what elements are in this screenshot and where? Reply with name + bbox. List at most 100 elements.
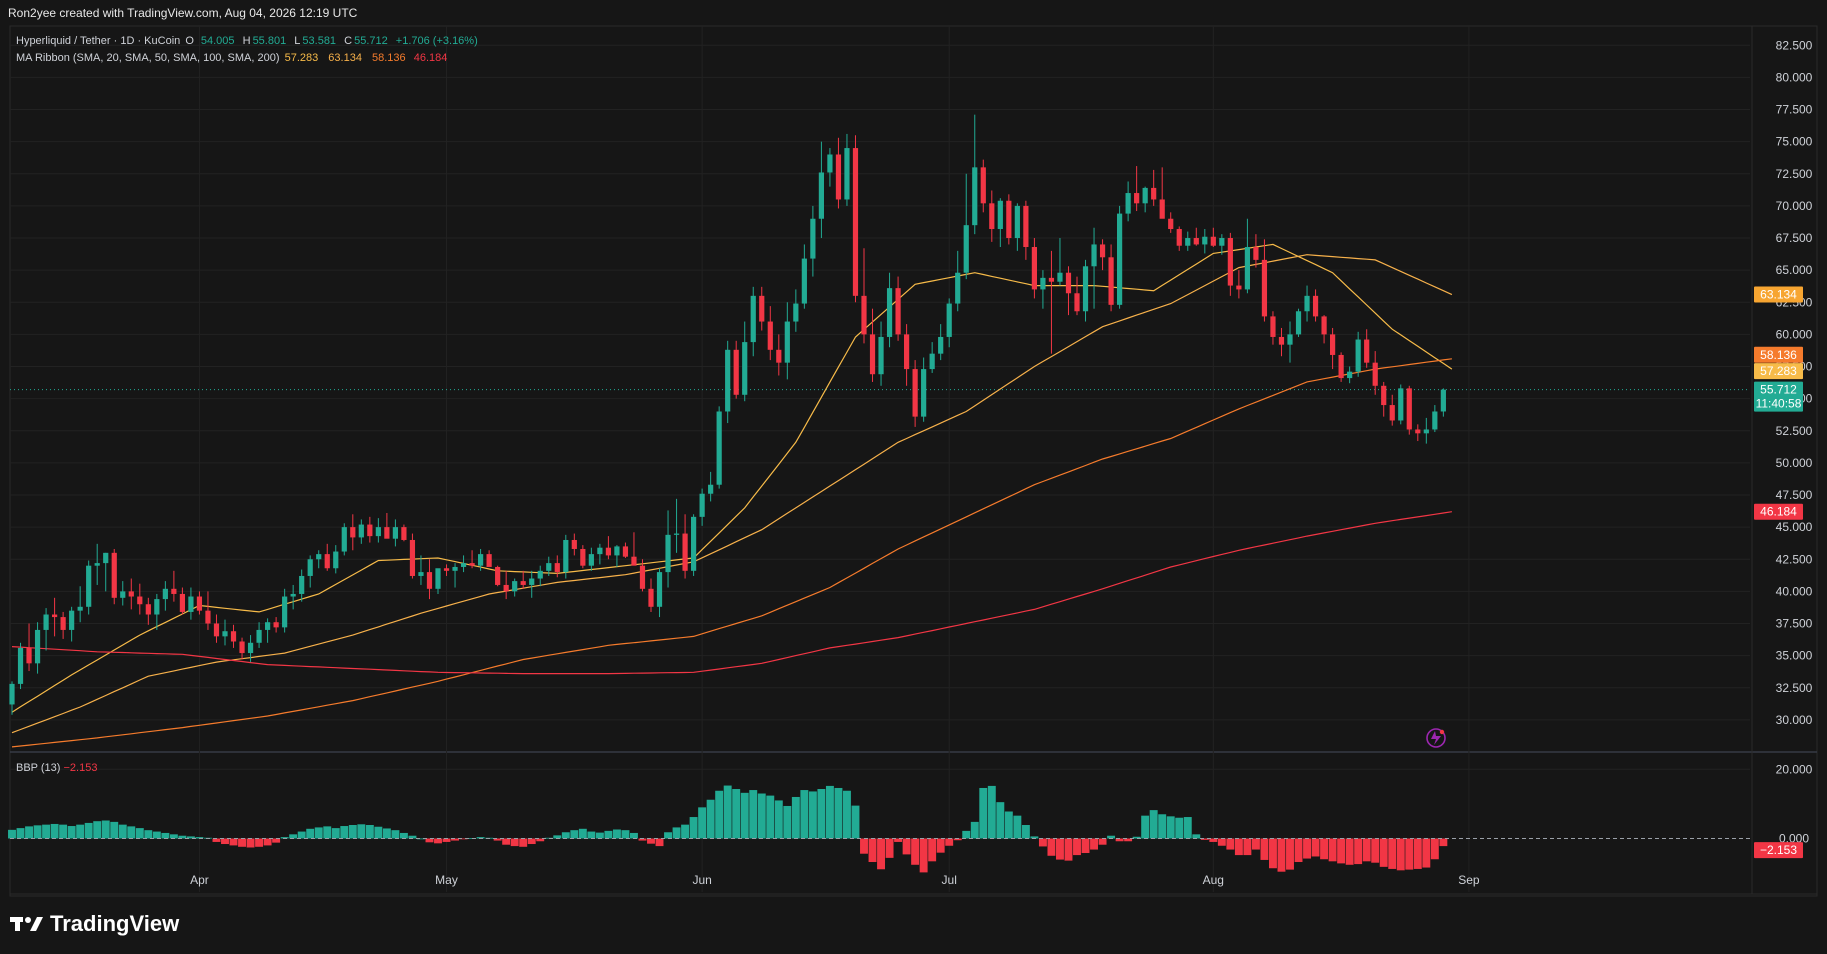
candle[interactable] — [34, 622, 41, 674]
candle[interactable] — [708, 471, 714, 502]
candle[interactable] — [784, 302, 790, 380]
candle[interactable] — [1125, 181, 1131, 222]
candle[interactable] — [316, 550, 322, 569]
candle[interactable] — [588, 547, 594, 571]
candle[interactable] — [810, 205, 816, 277]
candle[interactable] — [324, 543, 330, 571]
candle[interactable] — [418, 555, 424, 585]
candle[interactable] — [886, 272, 893, 348]
candle[interactable] — [529, 570, 535, 598]
candle[interactable] — [1304, 285, 1310, 322]
candle[interactable] — [1065, 266, 1072, 316]
candle[interactable] — [1031, 238, 1037, 299]
candle[interactable] — [265, 618, 271, 643]
candle[interactable] — [938, 324, 944, 361]
candle[interactable] — [17, 642, 24, 690]
candle[interactable] — [154, 593, 160, 630]
candle[interactable] — [77, 586, 83, 623]
candle[interactable] — [750, 286, 756, 357]
candle[interactable] — [682, 514, 688, 579]
candle[interactable] — [1389, 394, 1395, 426]
candle[interactable] — [1347, 366, 1353, 384]
candle[interactable] — [1210, 227, 1216, 248]
candle[interactable] — [1381, 381, 1387, 417]
candle[interactable] — [921, 357, 927, 422]
candle[interactable] — [818, 141, 824, 239]
candle[interactable] — [1244, 218, 1250, 294]
tradingview-brand[interactable]: TradingView — [10, 910, 179, 938]
candle[interactable] — [1398, 384, 1404, 425]
candle[interactable] — [1440, 388, 1446, 417]
candle[interactable] — [443, 564, 450, 576]
candle[interactable] — [128, 578, 134, 610]
lightning-icon[interactable] — [1426, 728, 1446, 748]
candle[interactable] — [912, 360, 918, 427]
candle[interactable] — [367, 516, 373, 543]
candle[interactable] — [1168, 212, 1174, 233]
candle[interactable] — [120, 581, 126, 606]
candle[interactable] — [955, 250, 961, 312]
candle[interactable] — [1057, 238, 1063, 286]
candle[interactable] — [273, 617, 279, 633]
candle[interactable] — [341, 523, 347, 556]
candle[interactable] — [9, 681, 15, 715]
candle[interactable] — [290, 584, 296, 610]
candle[interactable] — [844, 133, 850, 206]
candle[interactable] — [1117, 205, 1123, 309]
candle[interactable] — [230, 624, 237, 648]
candle[interactable] — [512, 578, 518, 597]
candle[interactable] — [1278, 327, 1285, 357]
candle[interactable] — [546, 556, 552, 576]
chart-frame[interactable] — [10, 26, 1817, 896]
candle[interactable] — [1202, 229, 1208, 254]
candle[interactable] — [801, 244, 807, 309]
candle[interactable] — [1193, 227, 1199, 246]
candle[interactable] — [648, 578, 654, 612]
candle[interactable] — [614, 545, 620, 567]
candle[interactable] — [1321, 315, 1327, 344]
candle[interactable] — [571, 533, 577, 556]
candle[interactable] — [299, 569, 305, 602]
candle[interactable] — [486, 550, 492, 567]
candle[interactable] — [869, 308, 876, 382]
candle[interactable] — [171, 570, 177, 602]
candle[interactable] — [384, 512, 390, 539]
candle[interactable] — [401, 524, 407, 542]
candle[interactable] — [503, 570, 509, 600]
candle[interactable] — [716, 406, 722, 489]
candle[interactable] — [137, 583, 143, 615]
candle[interactable] — [1423, 417, 1429, 444]
candle[interactable] — [282, 588, 288, 633]
candle[interactable] — [1219, 234, 1225, 255]
candle[interactable] — [43, 608, 49, 651]
candle[interactable] — [495, 565, 501, 587]
candle[interactable] — [1006, 194, 1012, 245]
candle[interactable] — [1355, 331, 1361, 377]
candle[interactable] — [631, 532, 637, 566]
ma50-price-tag[interactable]: 63.134 — [1754, 286, 1803, 303]
candle[interactable] — [1014, 203, 1020, 251]
candle[interactable] — [1338, 352, 1344, 382]
candle[interactable] — [239, 637, 245, 660]
candle[interactable] — [980, 159, 986, 213]
candle[interactable] — [94, 543, 100, 585]
candle[interactable] — [963, 173, 969, 280]
candle[interactable] — [563, 534, 569, 579]
candle[interactable] — [520, 570, 526, 589]
candle[interactable] — [358, 519, 364, 544]
candle[interactable] — [946, 298, 952, 348]
candle[interactable] — [776, 334, 782, 376]
candle[interactable] — [307, 555, 313, 588]
candle[interactable] — [1159, 167, 1165, 219]
candle[interactable] — [213, 614, 220, 643]
candle[interactable] — [895, 276, 901, 341]
candle[interactable] — [699, 488, 705, 526]
candle[interactable] — [1082, 259, 1089, 322]
candle[interactable] — [1432, 405, 1438, 433]
candle[interactable] — [478, 548, 484, 571]
candle[interactable] — [196, 591, 203, 615]
candle[interactable] — [392, 519, 398, 547]
sma200-line[interactable] — [11, 511, 1452, 675]
candle[interactable] — [759, 286, 765, 331]
